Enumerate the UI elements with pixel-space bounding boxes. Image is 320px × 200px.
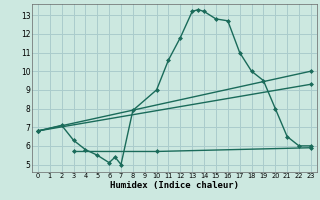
- X-axis label: Humidex (Indice chaleur): Humidex (Indice chaleur): [110, 181, 239, 190]
